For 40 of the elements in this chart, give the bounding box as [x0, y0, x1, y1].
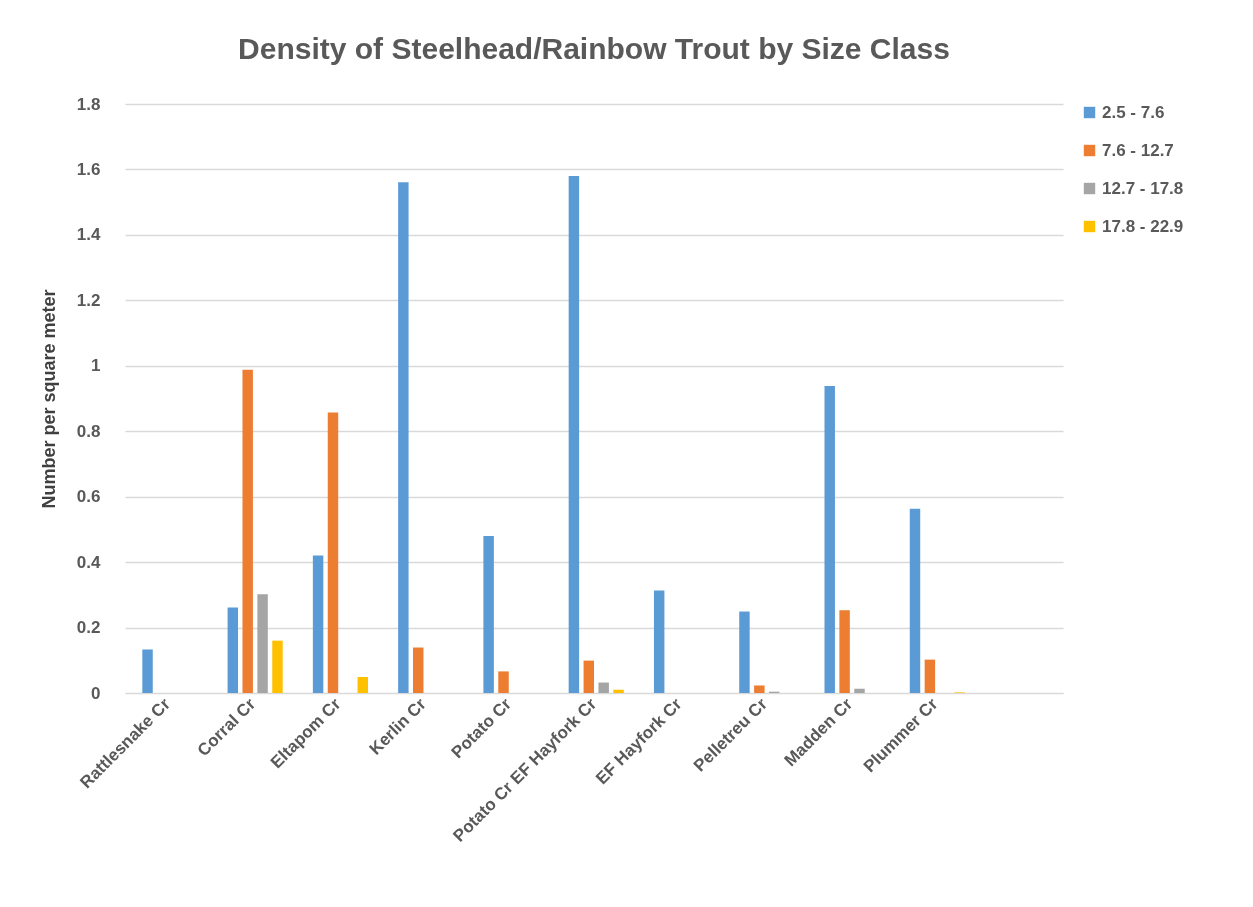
bar	[413, 647, 424, 693]
legend-label: 17.8 - 22.9	[1102, 216, 1184, 236]
bar	[498, 671, 509, 693]
bar	[754, 685, 765, 693]
bar	[598, 682, 609, 693]
bar	[257, 594, 268, 693]
bar	[242, 369, 253, 693]
bar	[272, 640, 283, 693]
bar	[824, 386, 835, 693]
bar	[653, 590, 665, 693]
bar	[924, 659, 936, 693]
y-tick-label: 0.6	[76, 487, 101, 507]
legend-label: 12.7 - 17.8	[1102, 178, 1184, 198]
y-axis-title: Number per square meter	[38, 289, 59, 509]
bar	[909, 508, 921, 693]
bar	[142, 649, 153, 693]
bar	[312, 555, 324, 693]
bar	[483, 535, 494, 693]
y-tick-label: 0.8	[76, 421, 101, 441]
bar	[839, 610, 850, 693]
bar	[739, 611, 750, 693]
bar	[398, 182, 409, 693]
y-tick-label: 1	[91, 356, 101, 376]
bar	[227, 607, 239, 693]
y-tick-label: 1.8	[76, 94, 101, 114]
bar	[854, 688, 865, 693]
bar	[613, 689, 624, 693]
bar	[327, 412, 339, 693]
y-tick-label: 1.2	[76, 290, 101, 310]
bar	[357, 676, 368, 693]
y-tick-label: 1.6	[76, 159, 101, 179]
y-tick-label: 1.4	[76, 225, 102, 245]
y-tick-label: 0.4	[76, 552, 102, 572]
legend-label: 2.5 - 7.6	[1102, 102, 1165, 122]
y-tick-label: 0.2	[76, 618, 101, 638]
chart-title: Density of Steelhead/Rainbow Trout by Size Class	[238, 32, 950, 65]
legend-label: 7.6 - 12.7	[1102, 140, 1174, 160]
y-tick-label: 0	[91, 683, 101, 703]
bar	[568, 175, 580, 693]
bar	[583, 660, 595, 693]
